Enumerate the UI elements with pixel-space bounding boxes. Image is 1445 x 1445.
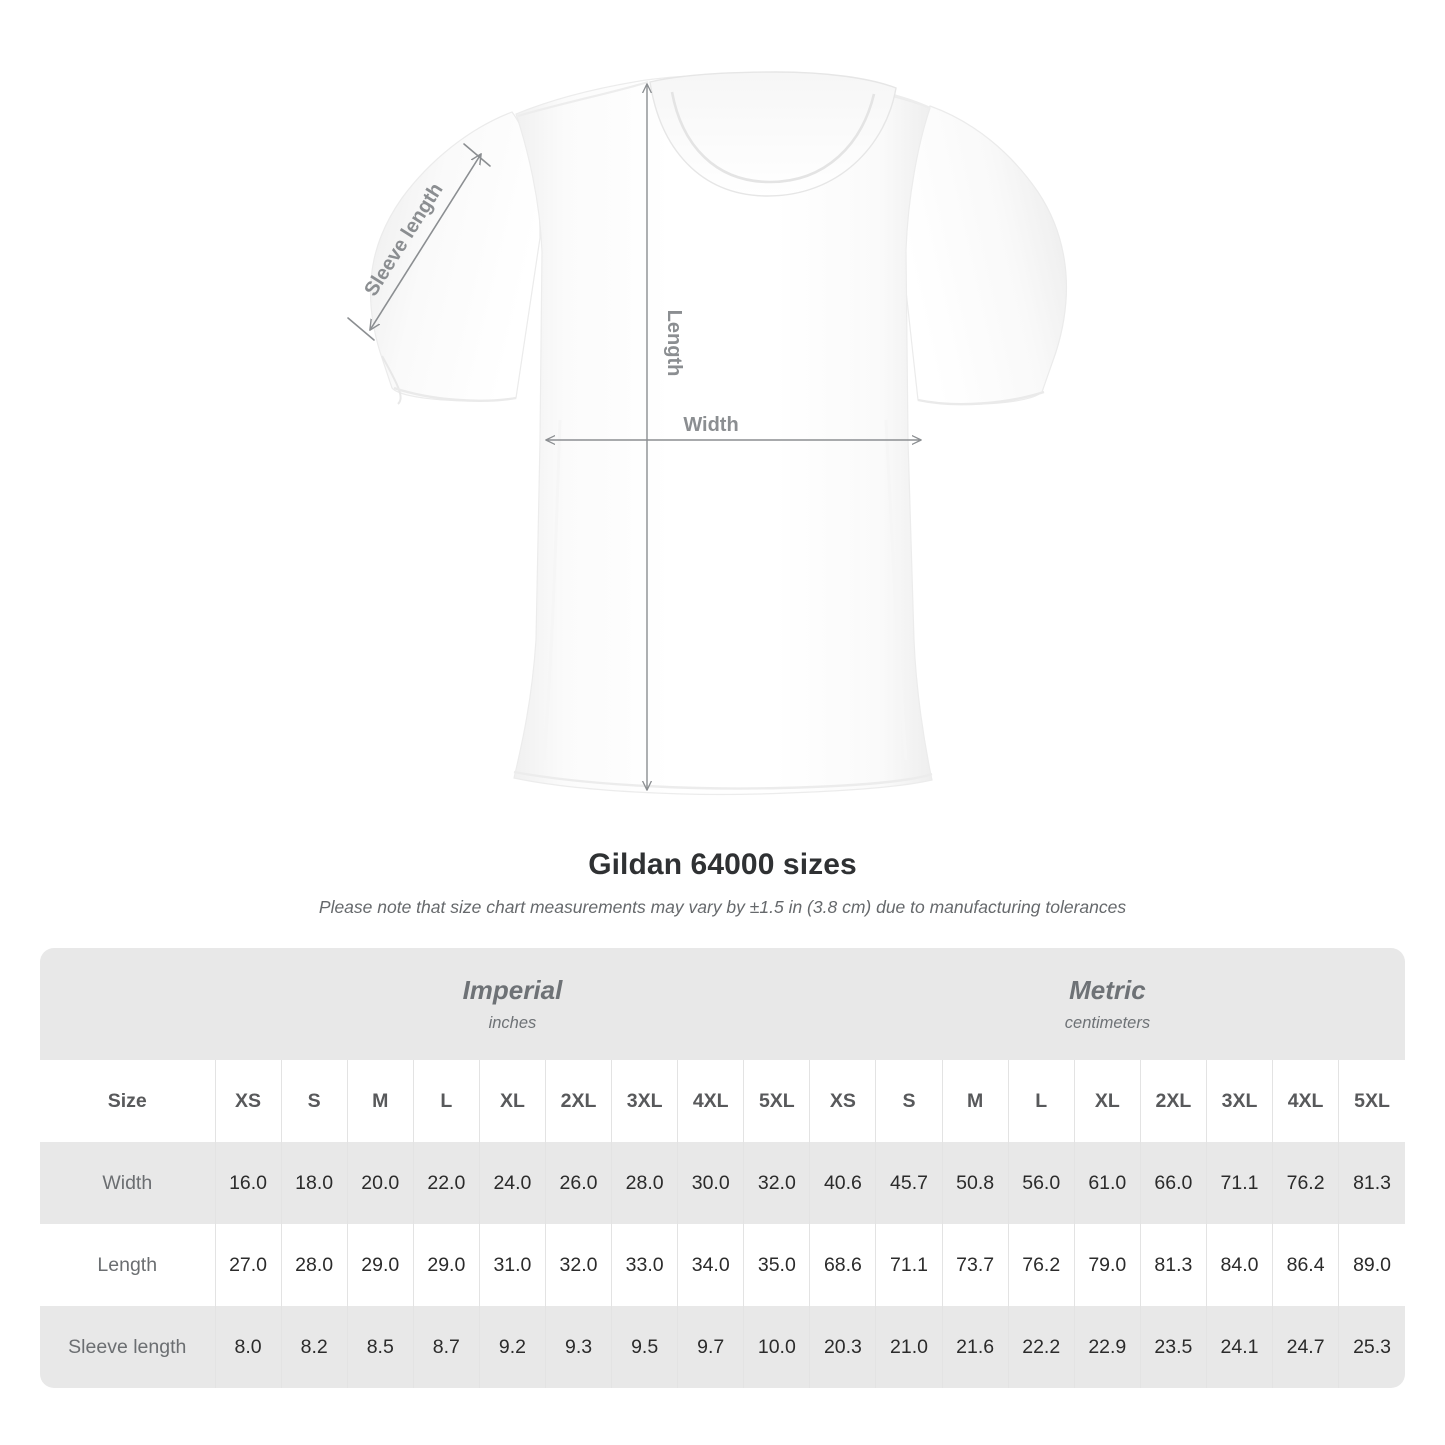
tolerance-note: Please note that size chart measurements… <box>318 897 1127 917</box>
cell-metric-xl: 79.0 <box>1073 1224 1141 1306</box>
cell-imperial-s: 8.2 <box>280 1306 348 1388</box>
row-label-sleeve-length: Sleeve length <box>40 1306 216 1388</box>
cell-imperial-l: 22.0 <box>412 1142 480 1224</box>
size-chart-table: Imperial inches Metric centimeters Size XS S M L… <box>40 948 1405 1388</box>
cell-metric-5xl: 89.0 <box>1338 1224 1405 1306</box>
size-header-metric-s: S <box>875 1060 943 1142</box>
cell-metric-l: 56.0 <box>1007 1142 1075 1224</box>
cell-metric-3xl: 71.1 <box>1205 1142 1273 1224</box>
size-header-metric-3xl: 3XL <box>1205 1060 1273 1142</box>
cell-imperial-3xl: 9.5 <box>611 1306 678 1388</box>
size-header-imperial-l: L <box>412 1060 480 1142</box>
size-header-imperial-4xl: 4XL <box>677 1060 744 1142</box>
cell-metric-xl: 61.0 <box>1073 1142 1141 1224</box>
size-header-metric-l: L <box>1007 1060 1075 1142</box>
cell-metric-m: 73.7 <box>941 1224 1009 1306</box>
size-header-imperial-5xl: 5XL <box>743 1060 810 1142</box>
table-row: Width 16.0 18.0 20.0 22.0 24.0 26.0 28.0 30.0 32.… <box>40 1142 1405 1224</box>
cell-imperial-l: 29.0 <box>412 1224 480 1306</box>
cell-imperial-xs: 16.0 <box>214 1142 282 1224</box>
cell-imperial-4xl: 9.7 <box>677 1306 744 1388</box>
cell-imperial-s: 18.0 <box>280 1142 348 1224</box>
cell-imperial-3xl: 28.0 <box>611 1142 678 1224</box>
cell-metric-s: 45.7 <box>875 1142 943 1224</box>
size-header-metric-5xl: 5XL <box>1338 1060 1405 1142</box>
cell-imperial-l: 8.7 <box>412 1306 480 1388</box>
size-header-metric-xs: XS <box>809 1060 876 1142</box>
cell-imperial-5xl: 32.0 <box>743 1142 810 1224</box>
size-header-metric-xl: XL <box>1073 1060 1141 1142</box>
shirt-silhouette <box>369 71 1067 796</box>
cell-metric-xs: 20.3 <box>809 1306 876 1388</box>
size-header-row: Size XS S M L XL 2XL 3XL 4XL 5XL XS S M L XL 2XL 3XL 4XL 5… <box>40 1060 1405 1142</box>
cell-imperial-xl: 24.0 <box>478 1142 546 1224</box>
cell-metric-2xl: 66.0 <box>1139 1142 1207 1224</box>
cell-metric-m: 50.8 <box>941 1142 1009 1224</box>
unit-system-imperial: Imperial inches <box>215 948 810 1060</box>
cell-metric-5xl: 81.3 <box>1338 1142 1405 1224</box>
size-header-imperial-2xl: 2XL <box>544 1060 612 1142</box>
size-header-imperial-3xl: 3XL <box>611 1060 678 1142</box>
size-header-label: Size <box>40 1060 216 1142</box>
cell-metric-m: 21.6 <box>941 1306 1009 1388</box>
cell-metric-l: 76.2 <box>1007 1224 1075 1306</box>
table-row: Sleeve length 8.0 8.2 8.5 8.7 9.2 9.3 9.5 9.7 10.… <box>40 1306 1405 1388</box>
page-title: Gildan 64000 sizes <box>588 848 857 881</box>
unit-system-header-row: Imperial inches Metric centimeters <box>40 948 1405 1060</box>
cell-metric-2xl: 81.3 <box>1139 1224 1207 1306</box>
unit-system-unit: inches <box>488 1013 537 1032</box>
cell-imperial-m: 8.5 <box>346 1306 414 1388</box>
cell-metric-3xl: 84.0 <box>1205 1224 1273 1306</box>
cell-imperial-xl: 9.2 <box>478 1306 546 1388</box>
cell-imperial-4xl: 34.0 <box>677 1224 744 1306</box>
cell-metric-5xl: 25.3 <box>1338 1306 1405 1388</box>
cell-metric-4xl: 76.2 <box>1272 1142 1339 1224</box>
width-measure: Width <box>546 414 921 440</box>
cell-metric-2xl: 23.5 <box>1139 1306 1207 1388</box>
cell-metric-s: 21.0 <box>875 1306 943 1388</box>
unit-system-name: Metric <box>1069 975 1146 1006</box>
size-header-imperial-xs: XS <box>214 1060 282 1142</box>
cell-imperial-xl: 31.0 <box>478 1224 546 1306</box>
cell-imperial-m: 29.0 <box>346 1224 414 1306</box>
size-header-metric-4xl: 4XL <box>1272 1060 1339 1142</box>
row-label-length: Length <box>40 1224 216 1306</box>
cell-imperial-m: 20.0 <box>346 1142 414 1224</box>
cell-imperial-2xl: 32.0 <box>544 1224 612 1306</box>
cell-imperial-s: 28.0 <box>280 1224 348 1306</box>
size-header-imperial-xl: XL <box>478 1060 546 1142</box>
size-header-imperial-m: M <box>346 1060 414 1142</box>
size-header-imperial-s: S <box>280 1060 348 1142</box>
cell-imperial-2xl: 26.0 <box>544 1142 612 1224</box>
cell-imperial-4xl: 30.0 <box>677 1142 744 1224</box>
cell-metric-3xl: 24.1 <box>1205 1306 1273 1388</box>
cell-imperial-xs: 8.0 <box>214 1306 282 1388</box>
size-header-metric-m: M <box>941 1060 1009 1142</box>
cell-imperial-2xl: 9.3 <box>544 1306 612 1388</box>
table-row: Length 27.0 28.0 29.0 29.0 31.0 32.0 33.0 34.0 35… <box>40 1224 1405 1306</box>
cell-imperial-3xl: 33.0 <box>611 1224 678 1306</box>
cell-metric-l: 22.2 <box>1007 1306 1075 1388</box>
unit-system-name: Imperial <box>462 975 563 1006</box>
cell-metric-xs: 40.6 <box>809 1142 876 1224</box>
size-header-metric-2xl: 2XL <box>1139 1060 1207 1142</box>
cell-imperial-5xl: 35.0 <box>743 1224 810 1306</box>
cell-metric-4xl: 86.4 <box>1272 1224 1339 1306</box>
unit-system-metric: Metric centimeters <box>809 948 1405 1060</box>
cell-imperial-xs: 27.0 <box>214 1224 282 1306</box>
tshirt-diagram: Sleeve length Length Width <box>347 71 1067 796</box>
cell-metric-xs: 68.6 <box>809 1224 876 1306</box>
unit-system-unit: centimeters <box>1064 1013 1151 1032</box>
row-label-width: Width <box>40 1142 216 1224</box>
cell-metric-xl: 22.9 <box>1073 1306 1141 1388</box>
width-label: Width <box>683 414 738 436</box>
cell-imperial-5xl: 10.0 <box>743 1306 810 1388</box>
length-label: Length <box>663 310 685 377</box>
unit-system-spacer <box>40 948 216 1060</box>
tshirt-svg: Sleeve length Length Width <box>347 71 1067 796</box>
cell-metric-s: 71.1 <box>875 1224 943 1306</box>
cell-metric-4xl: 24.7 <box>1272 1306 1339 1388</box>
size-chart-table-wrapper: Imperial inches Metric centimeters Size XS S M L… <box>40 948 1405 1388</box>
